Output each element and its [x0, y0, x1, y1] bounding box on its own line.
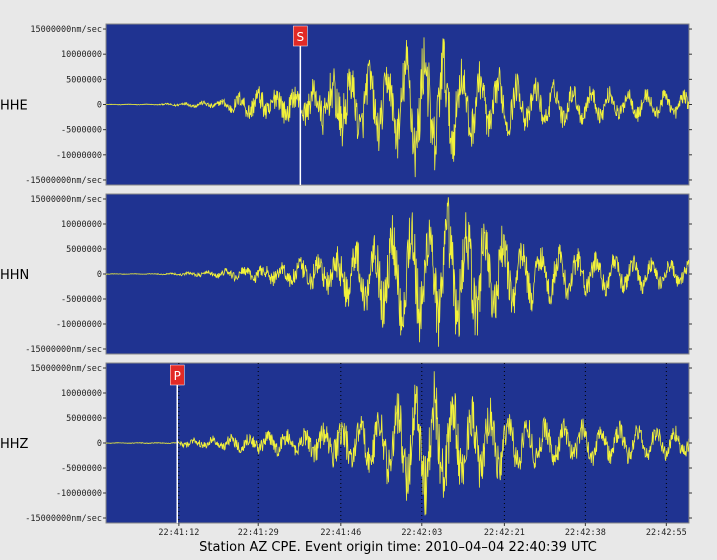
- waveform-trace-hhz: [106, 371, 689, 516]
- y-tick-label: 5000000: [66, 245, 102, 255]
- y-tick-label: -15000000nm/sec: [25, 514, 102, 524]
- y-tick-label: -5000000: [61, 126, 102, 136]
- y-tick-label: -5000000: [61, 464, 102, 474]
- x-tick-label: 22:41:29: [238, 528, 279, 538]
- channel-label-hhz: HHZ: [0, 437, 29, 452]
- x-tick-label: 22:42:03: [401, 528, 442, 538]
- y-tick-label: 5000000: [66, 414, 102, 424]
- y-tick-label: 10000000: [61, 220, 102, 230]
- y-tick-label: -10000000: [56, 489, 102, 499]
- y-tick-label: 0: [97, 101, 102, 111]
- phase-marker-box: [170, 364, 185, 386]
- plot-area-hhe: [105, 23, 690, 186]
- y-tick-label: -15000000nm/sec: [25, 176, 102, 186]
- phase-marker-box: [293, 25, 308, 47]
- y-tick-label: 15000000nm/sec: [30, 25, 102, 35]
- x-tick-label: 22:42:55: [646, 528, 687, 538]
- phase-label-s: S: [297, 30, 305, 44]
- y-tick-label: 10000000: [61, 389, 102, 399]
- y-tick-label: 15000000nm/sec: [30, 195, 102, 205]
- waveform-trace-hhe: [106, 37, 689, 178]
- x-tick-label: 22:42:38: [565, 528, 606, 538]
- figure-caption: Station AZ CPE. Event origin time: 2010–…: [199, 540, 597, 555]
- x-tick-label: 22:41:46: [320, 528, 361, 538]
- y-tick-label: -15000000nm/sec: [25, 345, 102, 355]
- channel-label-hhe: HHE: [0, 99, 28, 114]
- y-tick-label: -10000000: [56, 320, 102, 330]
- y-tick-label: -5000000: [61, 295, 102, 305]
- x-tick-label: 22:42:21: [484, 528, 525, 538]
- y-tick-label: 10000000: [61, 50, 102, 60]
- phase-label-p: P: [174, 369, 181, 383]
- y-tick-label: -10000000: [56, 151, 102, 161]
- plot-area-hhz: [105, 362, 690, 524]
- x-tick-label: 22:41:12: [158, 528, 199, 538]
- y-tick-label: 15000000nm/sec: [30, 364, 102, 374]
- y-tick-label: 0: [97, 270, 102, 280]
- waveform-trace-hhn: [106, 197, 689, 347]
- channel-label-hhn: HHN: [0, 268, 29, 283]
- y-tick-label: 0: [97, 439, 102, 449]
- y-tick-label: 5000000: [66, 75, 102, 85]
